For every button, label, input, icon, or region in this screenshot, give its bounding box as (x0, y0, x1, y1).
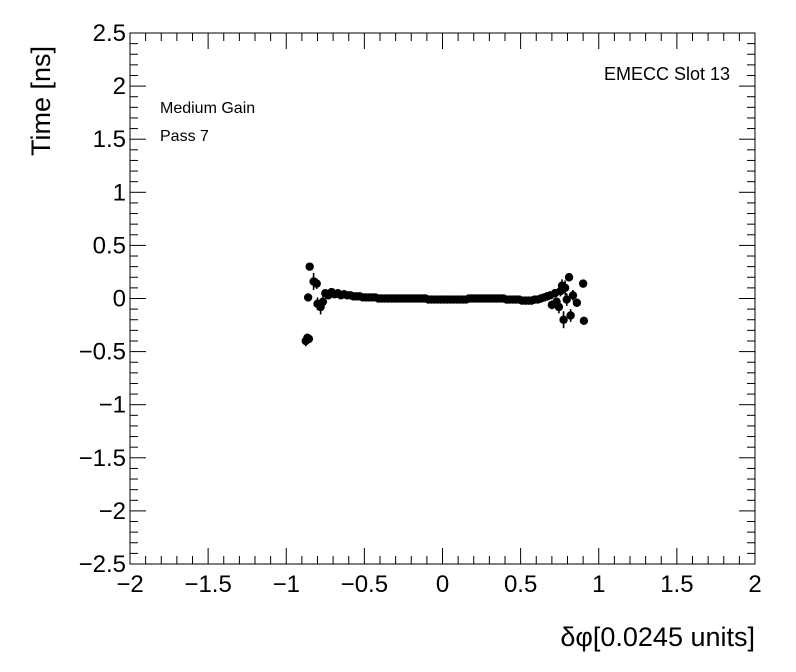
x-tick-label: 1.5 (660, 571, 693, 598)
y-tick-label: 1.5 (93, 126, 126, 153)
data-point (559, 315, 568, 324)
data-point (579, 316, 589, 326)
x-tick-label: −0.5 (341, 571, 388, 598)
data-point (568, 291, 578, 300)
data-point (318, 297, 328, 306)
x-tick-label: 0.5 (504, 571, 537, 598)
annotation-slot: EMECC Slot 13 (604, 64, 730, 84)
data-point (562, 295, 571, 304)
axis-ticks (129, 32, 756, 565)
y-tick-label: −1 (99, 392, 126, 419)
data-point (312, 279, 321, 288)
data-point (566, 311, 575, 320)
y-axis-title: Time [ns] (26, 46, 56, 156)
x-axis-title: δφ[0.0245 units] (560, 622, 755, 652)
y-tick-label: 0.5 (93, 232, 126, 259)
x-tick-label: 2 (748, 571, 761, 598)
y-tick-label: 0 (113, 286, 126, 313)
data-point (303, 293, 313, 302)
y-tick-label: −2.5 (79, 551, 126, 578)
annotation-pass: Pass 7 (160, 128, 209, 145)
y-tick-label: 1 (113, 179, 126, 206)
data-point (578, 279, 588, 288)
y-tick-label: −0.5 (79, 339, 126, 366)
x-tick-label: −2 (116, 571, 143, 598)
data-points (301, 262, 589, 347)
x-tick-label: −1.5 (184, 571, 231, 598)
x-tick-label: 1 (592, 571, 605, 598)
data-point (305, 262, 314, 271)
y-tick-label: −1.5 (79, 445, 126, 472)
x-tick-labels: −2 −1.5 −1 −0.5 0 0.5 1 1.5 2 (116, 571, 761, 598)
data-point (564, 273, 574, 282)
x-tick-label: −1 (273, 571, 300, 598)
y-tick-label: −2 (99, 498, 126, 525)
y-tick-label: 2.5 (93, 20, 126, 47)
y-tick-label: 2 (113, 73, 126, 100)
x-tick-label: 0 (436, 571, 449, 598)
data-point (304, 334, 314, 344)
data-point (572, 298, 582, 307)
y-tick-labels: −2.5 −2 −1.5 −1 −0.5 0 0.5 1 1.5 2 2.5 (79, 20, 126, 578)
annotation-gain: Medium Gain (160, 100, 255, 117)
data-point (554, 302, 564, 312)
data-point (560, 283, 570, 293)
